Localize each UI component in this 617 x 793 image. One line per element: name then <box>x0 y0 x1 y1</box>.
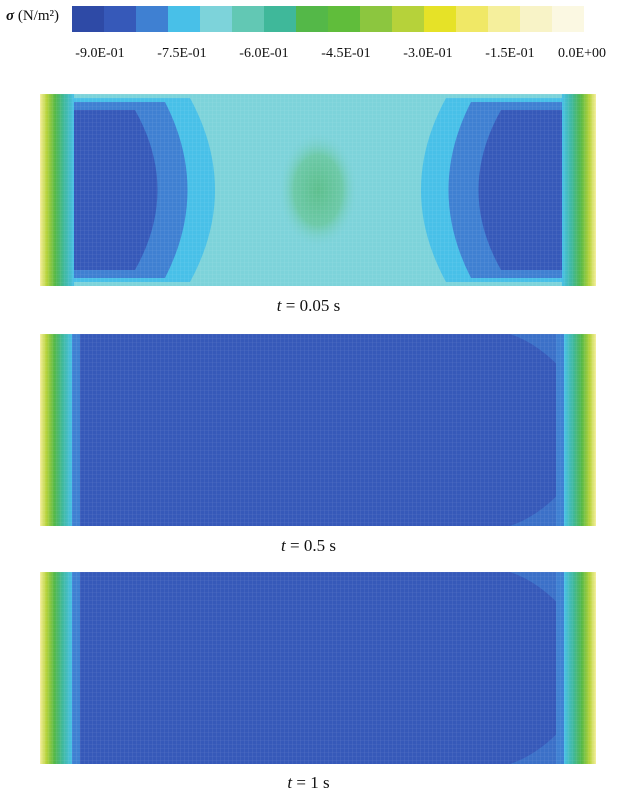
colorbar-swatch <box>232 6 264 32</box>
caption-time-symbol: t <box>281 536 286 555</box>
colorbar-tick-label: -3.0E-01 <box>403 46 453 61</box>
contour-panel-2 <box>40 334 596 526</box>
stress-field-plot <box>40 94 596 286</box>
panel-1-caption: t = 0.05 s <box>0 296 617 316</box>
colorbar-swatch <box>488 6 520 32</box>
panel-2-caption: t = 0.5 s <box>0 536 617 556</box>
colorbar-swatch <box>136 6 168 32</box>
colorbar-tick-label: -9.0E-01 <box>75 46 125 61</box>
legend-title: σ (N/m²) <box>6 8 59 25</box>
mesh-overlay <box>40 94 596 286</box>
panel-3-caption: t = 1 s <box>0 773 617 793</box>
contour-panel-1 <box>40 94 596 286</box>
colorbar-swatch <box>456 6 488 32</box>
legend-symbol: σ <box>6 8 15 24</box>
colorbar-swatch <box>424 6 456 32</box>
contour-panel-3 <box>40 572 596 764</box>
colorbar-swatch <box>72 6 104 32</box>
colorbar-swatch <box>328 6 360 32</box>
colorbar-swatch <box>296 6 328 32</box>
colorbar-swatch <box>520 6 552 32</box>
colorbar-tick-label: -7.5E-01 <box>157 46 207 61</box>
colorbar-swatch <box>264 6 296 32</box>
colorbar-swatch <box>104 6 136 32</box>
colorbar <box>72 6 584 32</box>
caption-time-symbol: t <box>287 773 293 792</box>
colorbar-tick-label: -6.0E-01 <box>239 46 289 61</box>
mesh-overlay <box>40 334 596 526</box>
caption-time-value: = 0.5 s <box>285 536 336 555</box>
stress-field-plot <box>40 334 596 526</box>
colorbar-legend: σ (N/m²) -9.0E-01 -7.5E-01 -6.0E-01 -4.5… <box>0 0 617 70</box>
mesh-overlay <box>40 572 596 764</box>
colorbar-swatch <box>552 6 584 32</box>
stress-field-plot <box>40 572 596 764</box>
legend-unit: (N/m²) <box>17 8 59 24</box>
colorbar-tick-label: -4.5E-01 <box>321 46 371 61</box>
colorbar-swatch <box>200 6 232 32</box>
colorbar-swatch <box>392 6 424 32</box>
caption-time-symbol: t <box>276 296 282 315</box>
caption-time-value: = 0.05 s <box>281 296 341 315</box>
colorbar-tick-label: -1.5E-01 <box>485 46 535 61</box>
colorbar-tick-label: 0.0E+00 <box>558 46 606 61</box>
colorbar-swatch <box>168 6 200 32</box>
colorbar-swatch <box>360 6 392 32</box>
caption-time-value: = 1 s <box>292 773 330 792</box>
